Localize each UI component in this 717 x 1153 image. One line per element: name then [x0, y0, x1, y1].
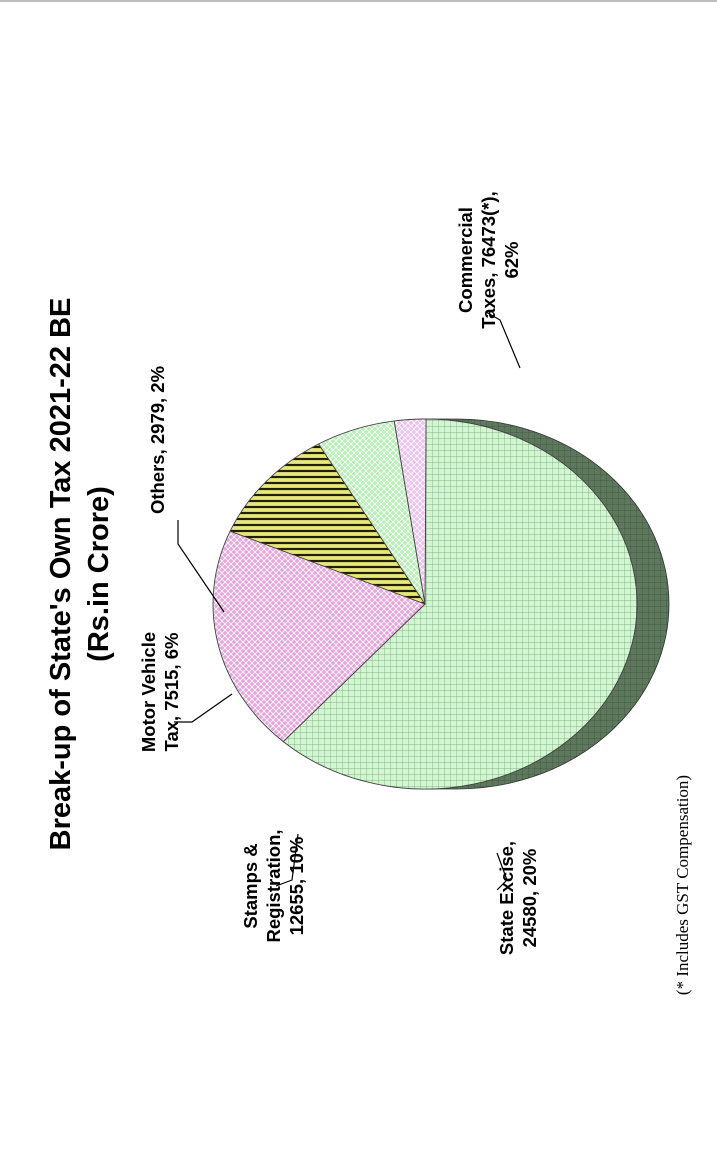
chart-title: Break-up of State's Own Tax 2021-22 BE: [45, 298, 77, 851]
pie-slices: [212, 418, 638, 790]
label-stamps-line1: Stamps &: [240, 843, 261, 928]
label-commercial-line3: 62%: [501, 241, 522, 278]
leader-motor: [174, 693, 233, 723]
chart-subtitle: (Rs.in Crore): [83, 486, 115, 662]
leader-lines: [174, 311, 521, 891]
leader-excise: [496, 852, 508, 891]
label-stamps-line3: 12655, 10%: [286, 837, 307, 936]
label-excise-line2: 24580, 20%: [519, 849, 540, 948]
footnote: (* Includes GST Compensation): [673, 775, 692, 995]
slice-excise: [212, 530, 426, 743]
label-excise-line1: State Excise,: [496, 841, 517, 955]
label-motor-line2: Tax, 7515, 6%: [161, 633, 182, 752]
slice-stamps: [229, 443, 427, 605]
slice-others: [393, 418, 427, 605]
leader-others: [177, 520, 225, 613]
leader-commercial: [485, 311, 521, 369]
label-stamps-line2: Registration,: [263, 829, 284, 942]
label-commercial-line2: Taxes, 76473(*),: [478, 191, 499, 328]
label-others: Others, 2979, 2%: [147, 366, 168, 514]
rotated-text-layer: Break-up of State's Own Tax 2021-22 BE (…: [45, 191, 692, 995]
slice-commercial: [282, 418, 638, 790]
leader-stamps: [275, 833, 299, 887]
label-commercial-line1: Commercial: [455, 207, 476, 313]
label-motor-line1: Motor Vehicle: [138, 632, 159, 752]
